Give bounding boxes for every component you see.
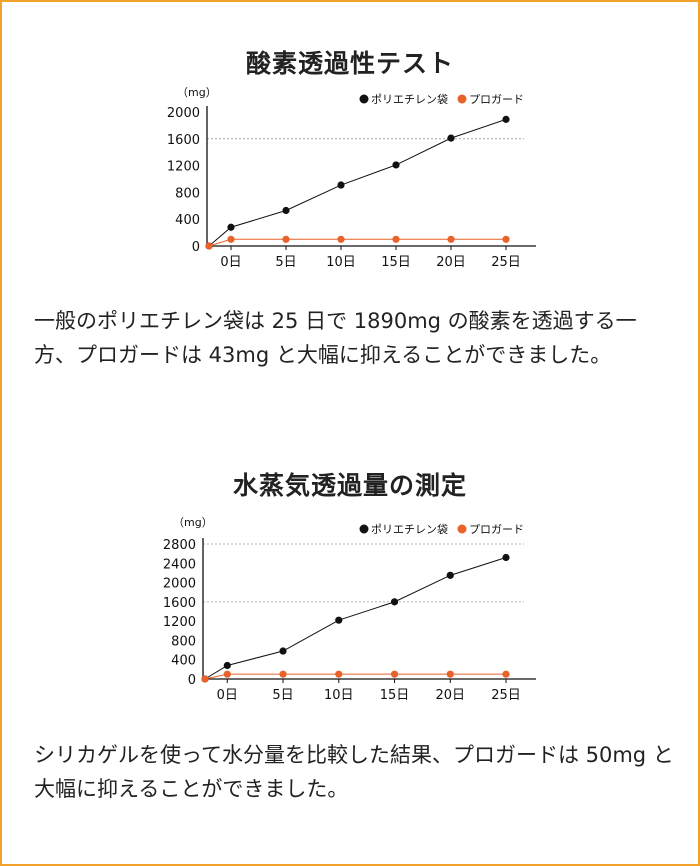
y-tick-label: 400 <box>171 654 196 669</box>
data-point <box>227 235 235 243</box>
y-tick-label: 1200 <box>163 615 196 630</box>
y-tick-label: 2400 <box>163 557 196 572</box>
data-point <box>502 670 510 678</box>
x-tick-label: 0日 <box>220 255 241 270</box>
data-point <box>279 647 287 655</box>
y-tick-label: 0 <box>192 240 200 255</box>
data-point <box>447 134 455 142</box>
y-tick-label: 800 <box>175 186 200 201</box>
x-tick-label: 10日 <box>326 255 356 270</box>
y-tick-label: 0 <box>188 673 196 688</box>
legend-label: プロガード <box>469 93 524 106</box>
x-tick-label: 20日 <box>435 688 465 703</box>
data-point <box>390 670 399 678</box>
data-point <box>223 670 231 678</box>
data-point <box>335 616 343 624</box>
data-point <box>446 670 454 678</box>
data-point <box>447 235 455 243</box>
x-tick-label: 10日 <box>324 688 354 703</box>
data-point <box>201 675 209 683</box>
y-axis-unit-label: （mg） <box>177 86 217 99</box>
data-point <box>279 670 287 678</box>
data-point <box>337 181 345 189</box>
x-tick-label: 25日 <box>491 255 521 270</box>
data-point <box>502 235 510 243</box>
y-tick-label: 1200 <box>167 160 200 175</box>
data-point <box>205 242 213 250</box>
data-point <box>502 115 510 123</box>
data-point <box>335 670 343 678</box>
x-tick-label: 20日 <box>436 255 466 270</box>
y-tick-label: 2800 <box>163 538 196 553</box>
x-tick-label: 5日 <box>275 255 296 270</box>
legend-marker <box>359 94 369 104</box>
y-tick-label: 800 <box>171 634 196 649</box>
data-point <box>502 553 510 562</box>
data-point <box>282 235 290 243</box>
chart-title: 酸素透過性テスト <box>245 49 454 78</box>
y-tick-label: 1600 <box>163 596 196 611</box>
y-axis-unit-label: （mg） <box>173 516 213 529</box>
y-tick-label: 2000 <box>167 106 200 121</box>
data-point <box>392 235 400 243</box>
legend-marker <box>359 524 369 534</box>
data-point <box>223 661 231 670</box>
y-tick-label: 1600 <box>167 133 200 148</box>
x-tick-label: 15日 <box>380 688 410 703</box>
legend-label: ポリエチレン袋 <box>371 522 448 536</box>
data-point <box>337 235 345 243</box>
water-vapor-result-text: シリカゲルを使って水分量を比較した結果、プロガードは 50mg と大幅に抑えるこ… <box>34 743 674 801</box>
series-line <box>204 557 507 680</box>
x-tick-label: 5日 <box>272 688 293 703</box>
x-tick-label: 0日 <box>217 688 238 703</box>
series-line <box>204 673 506 680</box>
legend-marker <box>457 524 467 534</box>
data-point <box>227 223 235 231</box>
oxygen-permeability-chart: （mg） ポリエチレン袋 プロガード 0 400 800 1200 1600 2000 0日 5日 1… <box>167 86 536 270</box>
x-tick-label: 15日 <box>381 255 411 270</box>
series-line <box>208 238 506 247</box>
data-point <box>282 206 290 215</box>
series-line <box>208 118 507 247</box>
data-point <box>390 598 399 606</box>
legend-label: ポリエチレン袋 <box>371 92 448 106</box>
data-point <box>446 571 454 579</box>
oxygen-result-text: 一般のポリエチレン袋は 25 日で 1890mg の酸素を透過する一方、プロガー… <box>34 309 637 367</box>
legend-marker <box>457 94 467 104</box>
y-tick-label: 400 <box>175 213 200 228</box>
chart-title: 水蒸気透過量の測定 <box>232 471 467 500</box>
water-vapor-permeation-chart: （mg） ポリエチレン袋 プロガード 0 400 800 1200 1600 2000 2400 2… <box>163 516 536 703</box>
data-point <box>392 161 400 169</box>
legend-label: プロガード <box>469 523 524 536</box>
x-tick-label: 25日 <box>491 688 521 703</box>
y-tick-label: 2000 <box>163 577 196 592</box>
